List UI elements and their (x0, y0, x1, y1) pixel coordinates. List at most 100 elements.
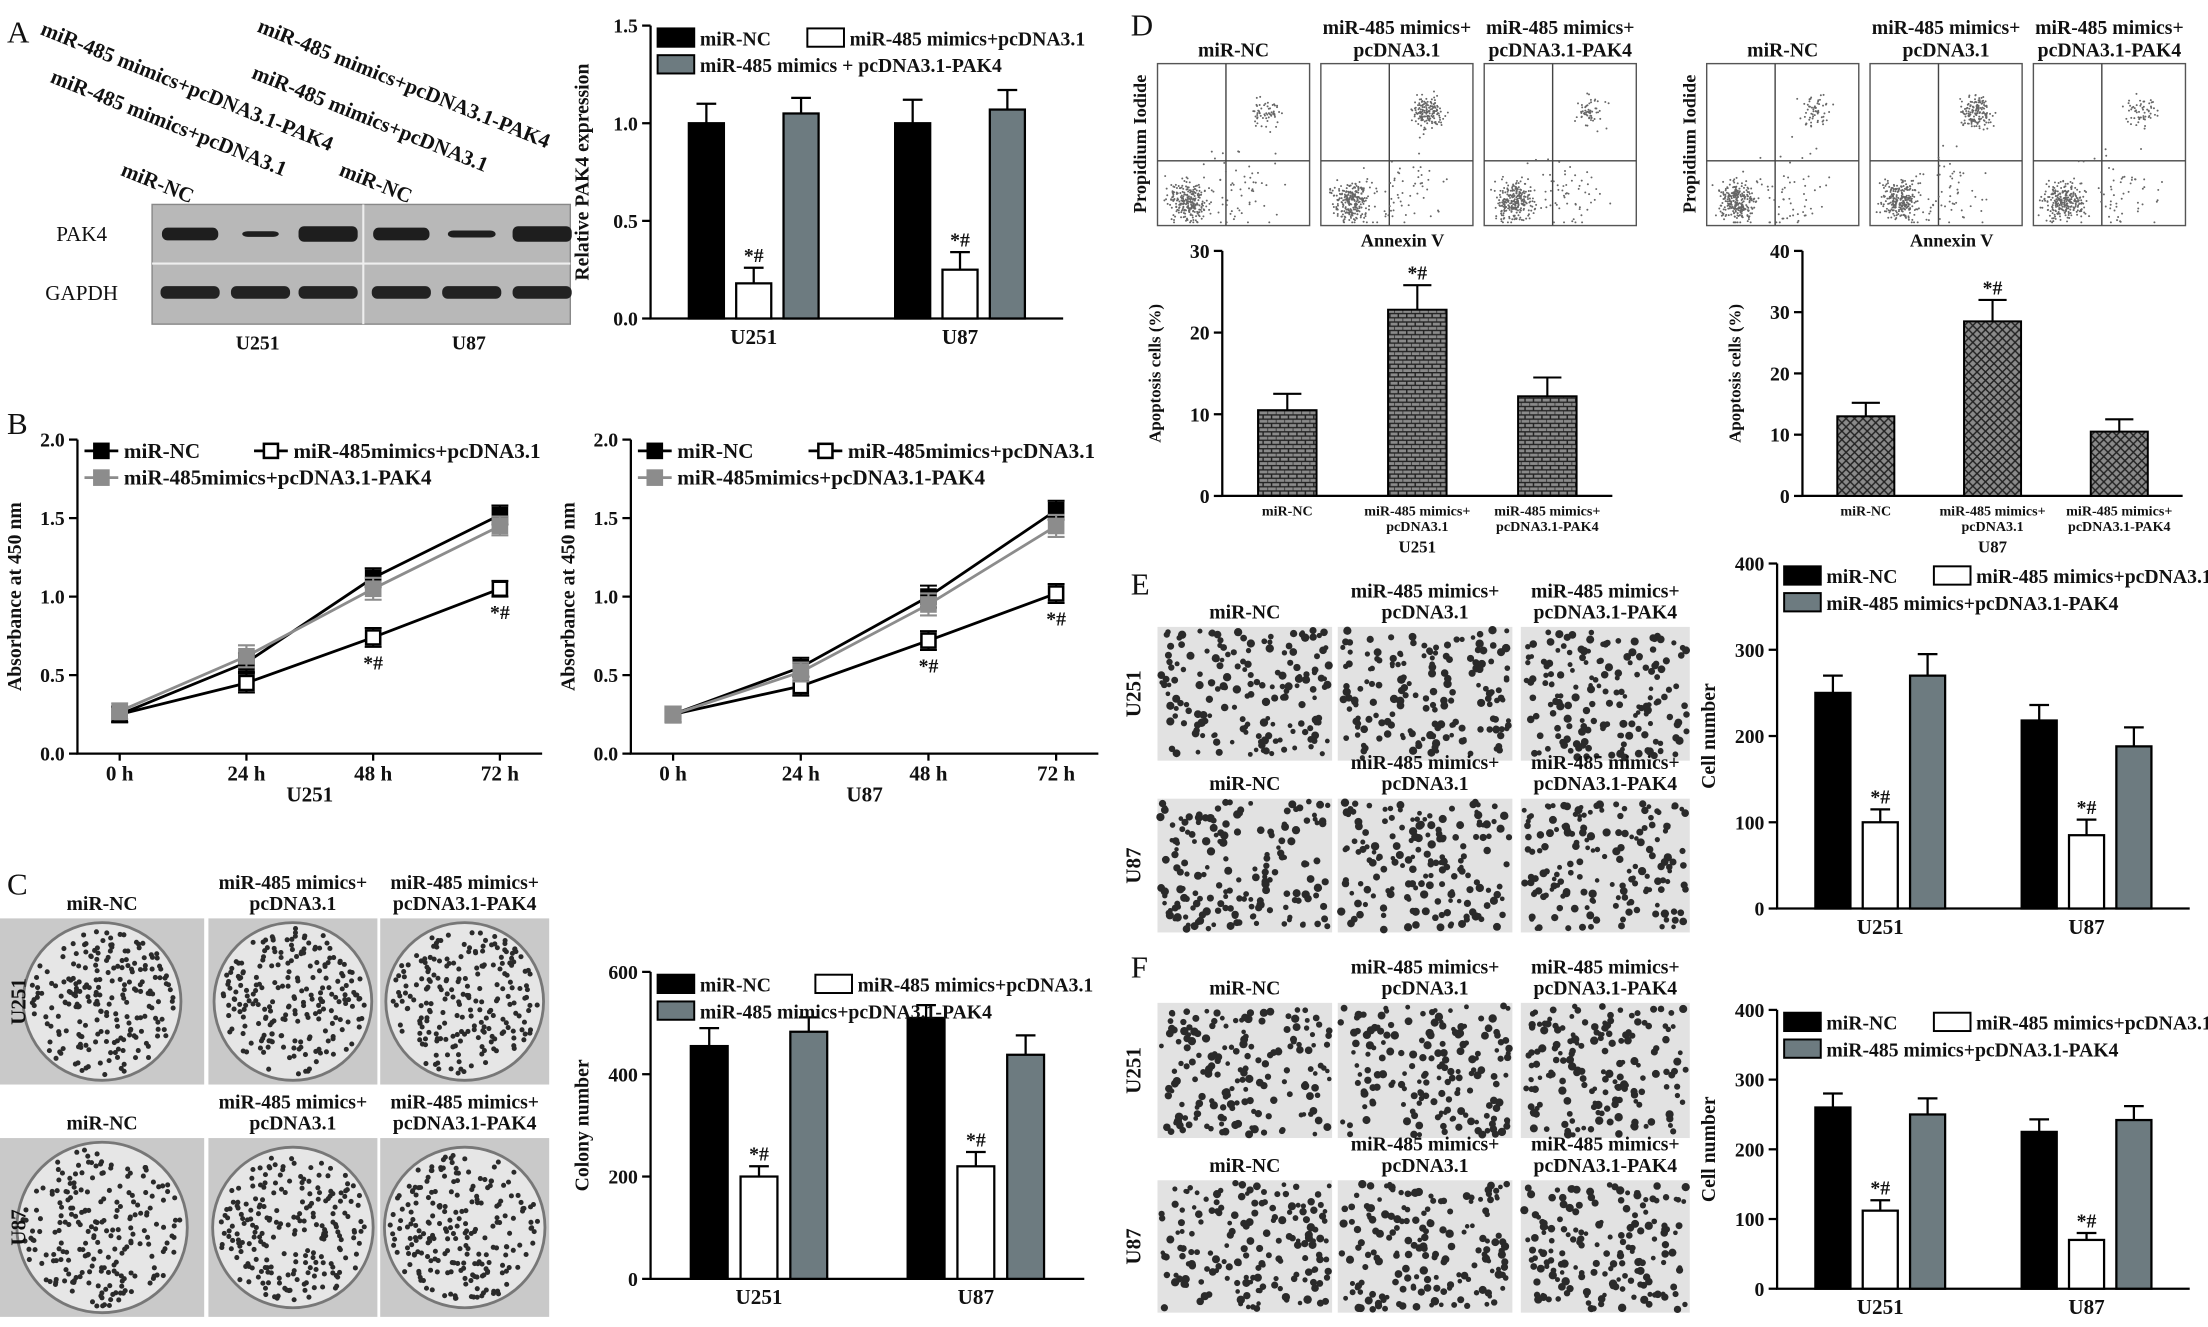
event-dot (1992, 124, 1995, 127)
event-dot (2054, 202, 2057, 205)
cell-dot (402, 990, 408, 996)
cell-dot (1216, 750, 1221, 755)
cell-dot (477, 1175, 483, 1182)
blot-band (512, 226, 572, 242)
cell-dot (337, 958, 343, 964)
cell-dot (1261, 879, 1270, 889)
event-dot (1808, 118, 1811, 121)
event-dot (1442, 117, 1445, 120)
cell-dot (1633, 713, 1638, 718)
event-dot (1533, 189, 1536, 192)
cell-dot (85, 1153, 91, 1159)
cell-dot (156, 1184, 162, 1190)
event-dot (1256, 104, 1259, 107)
cell-dot (1576, 858, 1584, 866)
column-label-line: pcDNA3.1-PAK4 (1488, 40, 1632, 62)
event-dot (1224, 170, 1227, 173)
event-dot (1965, 110, 1968, 113)
event-dot (1735, 203, 1738, 206)
event-dot (1518, 218, 1521, 221)
cell-dot (244, 1049, 250, 1055)
cell-dot (264, 1257, 270, 1263)
cell-dot (106, 1187, 112, 1193)
event-dot (1523, 192, 1526, 195)
cell-dot (464, 983, 470, 989)
cell-dot (528, 1225, 534, 1231)
cell-dot (333, 994, 339, 1000)
cell-dot (62, 1219, 68, 1225)
event-dot (1347, 201, 1350, 204)
column-label-line: pcDNA3.1 (1903, 40, 1990, 62)
event-dot (1346, 183, 1349, 186)
cell-dot (481, 1048, 487, 1054)
cell-dot (268, 1264, 274, 1270)
cell-dot (1547, 671, 1555, 678)
cell-dot (1410, 817, 1415, 822)
event-dot (1504, 191, 1507, 194)
cell-dot (1628, 720, 1636, 728)
cell-dot (226, 1233, 232, 1239)
event-dot (1344, 206, 1347, 209)
event-dot (1959, 97, 1962, 100)
flow-xlabel: Annexin V (1910, 231, 1994, 251)
cell-dot (285, 1004, 292, 1010)
cell-dot (1666, 823, 1671, 828)
event-dot (2141, 106, 2144, 109)
cell-dot (1221, 684, 1229, 691)
cell-dot (1535, 887, 1543, 895)
cell-dot (237, 1001, 243, 1007)
cell-dot (453, 1165, 459, 1171)
cell-dot (1494, 697, 1500, 704)
event-dot (1240, 194, 1243, 197)
cell-dot (1324, 738, 1330, 744)
event-dot (1817, 100, 1820, 103)
cell-dot (246, 1241, 252, 1247)
cell-dot (342, 1210, 348, 1216)
event-dot (2064, 214, 2067, 217)
event-dot (1948, 200, 1951, 203)
cell-dot (1504, 722, 1512, 729)
event-dot (1344, 211, 1347, 214)
event-dot (1417, 123, 1420, 126)
cell-dot (141, 955, 147, 961)
cell-dot (167, 987, 173, 993)
cell-dot (299, 988, 305, 994)
event-dot (1190, 206, 1193, 209)
event-dot (1736, 182, 1739, 185)
event-dot (1563, 196, 1566, 199)
cell-dot (248, 1216, 254, 1222)
cell-dot (1612, 847, 1621, 856)
cell-dot (272, 980, 278, 986)
cell-dot (1168, 1024, 1176, 1033)
cell-dot (275, 962, 281, 968)
event-dot (1751, 192, 1754, 195)
cell-dot (390, 998, 396, 1004)
cell-dot (1428, 669, 1437, 678)
cell-dot (121, 982, 128, 988)
event-dot (1722, 191, 1725, 194)
cell-dot (1483, 902, 1491, 909)
cell-dot (1343, 682, 1350, 690)
cell-dot (1351, 838, 1358, 845)
event-dot (2108, 167, 2110, 169)
event-dot (1260, 182, 1263, 185)
cell-dot (1627, 660, 1633, 666)
event-dot (1750, 197, 1753, 200)
cell-dot (1287, 914, 1293, 920)
cell-dot (480, 943, 486, 949)
plate (211, 1145, 375, 1310)
cell-dot (43, 1277, 49, 1283)
event-dot (2051, 188, 2054, 191)
cell-dot (1325, 1068, 1330, 1074)
row-label: U251 (1122, 670, 1146, 717)
event-dot (2047, 196, 2050, 199)
event-dot (1191, 214, 1194, 217)
cell-dot (349, 1041, 355, 1047)
cell-dot (150, 991, 156, 997)
event-dot (2152, 101, 2154, 104)
cell-dot (253, 1256, 259, 1262)
cell-dot (1671, 802, 1679, 810)
event-dot (1916, 200, 1919, 203)
cell-dot (227, 1206, 233, 1212)
event-dot (1977, 104, 1980, 107)
